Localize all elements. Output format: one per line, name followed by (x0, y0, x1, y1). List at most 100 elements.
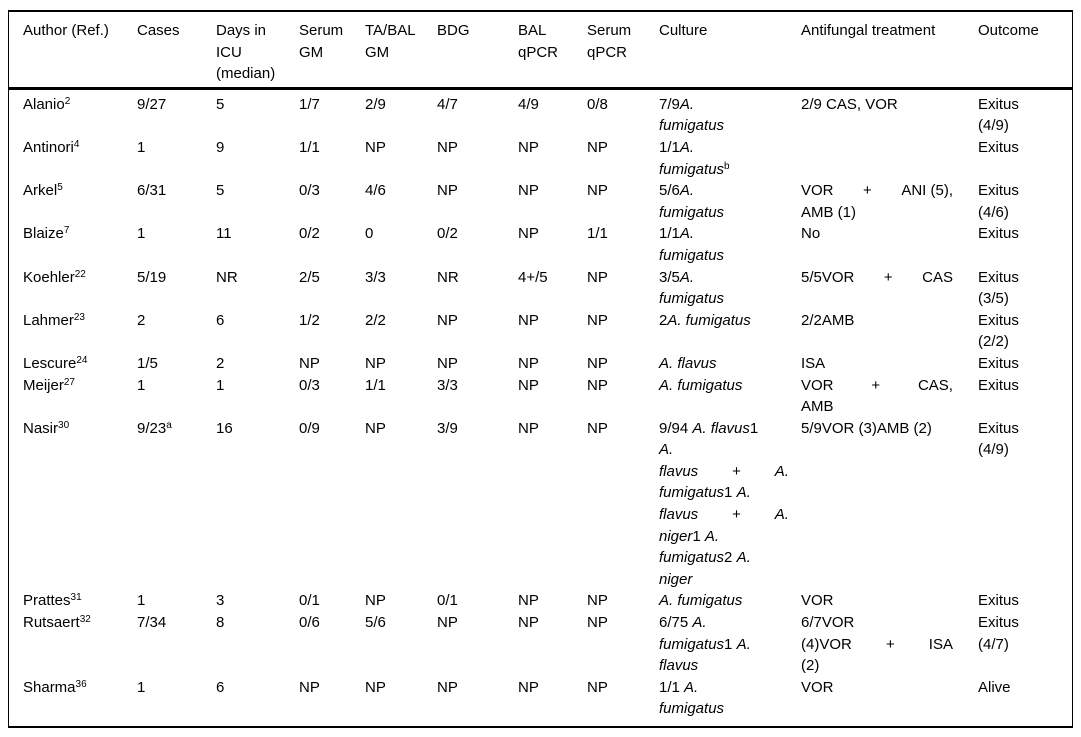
reference-superscript: 27 (63, 376, 75, 388)
cell-serum-qpcr: NP (587, 182, 608, 200)
word-group: + (863, 180, 872, 202)
cell-serum-qpcr: NP (587, 614, 608, 632)
outcome-line: Exitus (978, 311, 1019, 329)
cell-cases: 5/19 (137, 267, 216, 310)
cell-treatment: ISA (801, 353, 978, 375)
species-name: A. flavus (659, 354, 717, 372)
word-group: CAS (922, 267, 953, 289)
word-group: A. (775, 461, 789, 483)
table-row: Lescure24 1/5 2 NP NP NP NP NP A. flavus ISA Exitu… (9, 353, 1072, 375)
cell-treatment (801, 137, 978, 180)
cell-cases: 1 (137, 677, 216, 727)
column-header-label: GM (299, 43, 324, 61)
column-header-label: BAL (518, 22, 547, 39)
table-row: Nasir30 9/23a 16 0/9 NP 3/9 NP NP 9/94 A. flavus… (9, 418, 1072, 591)
cell-treatment: No (801, 223, 978, 266)
cell-author: Lescure24 (9, 353, 137, 375)
cell-cases: 1/5 (137, 353, 216, 375)
table-header: Author (Ref.) Cases Days in ICU (median) Seru… (9, 11, 1072, 90)
cell-serum-qpcr: NP (587, 678, 608, 696)
cell-author: Rutsaert32 (9, 612, 137, 677)
word-group: A. (659, 441, 673, 458)
cell-ta-bal-gm: NP (365, 354, 386, 372)
outcome-line: (2/2) (978, 333, 1009, 351)
outcome-line: Exitus (978, 354, 1019, 372)
text-segment: 9/94 (659, 419, 693, 437)
cell-line: A. flavus (659, 353, 791, 375)
species-name: fumigatus (659, 246, 725, 264)
word-group: AMB (1) (801, 204, 856, 221)
species-name: fumigatus (659, 160, 725, 178)
cell-days-icu: 2 (216, 354, 225, 372)
text-segment: ISA (928, 635, 953, 653)
cell-line: VOR (801, 590, 953, 612)
author-name: Antinori (23, 138, 74, 156)
cell-culture: 7/9A. fumigatus (659, 88, 801, 137)
text-segment: + (871, 376, 881, 394)
cell-serum-gm: 1/1 (299, 138, 320, 156)
cell-line: fumigatus1 A. (659, 482, 791, 504)
word-group: 1/1A. (659, 139, 694, 156)
text-segment: CAS, (917, 376, 953, 394)
cell-treatment: VOR + CAS, AMB (801, 375, 978, 418)
cell-serum-gm: 1/7 (299, 95, 320, 113)
cell-culture: A. fumigatus (659, 590, 801, 612)
cell-cases: 6/31 (137, 180, 216, 223)
cell-line: AMB (1) (801, 202, 953, 224)
cell-bdg: 3/9 (437, 419, 458, 437)
cell-ta-bal-gm: 0 (365, 225, 374, 243)
word-group: A. flavus (659, 355, 717, 372)
cell-line: flavus + A. (659, 504, 789, 526)
cell-culture: 3/5A. fumigatus (659, 267, 801, 310)
cell-serum-qpcr: NP (587, 592, 608, 610)
text-segment: VOR (801, 376, 834, 394)
cases-value: 7/34 (137, 614, 167, 632)
cell-bal-qpcr: NP (518, 354, 539, 372)
table-row: Sharma36 1 6 NP NP NP NP NP 1/1 A. fumigatus VOR Al… (9, 677, 1072, 727)
table-row: Lahmer23 2 6 1/2 2/2 NP NP NP 2A. fumigatus 2/2AM… (9, 310, 1072, 353)
cell-outcome: Exitus (2/2) (978, 310, 1072, 353)
text-segment: AMB (801, 398, 834, 416)
species-name: A. (679, 268, 695, 286)
column-header-label: qPCR (587, 43, 628, 61)
cell-line: niger1 A. (659, 526, 791, 548)
cell-serum-gm: 0/3 (299, 182, 320, 200)
cell-culture: 1/1 A. fumigatus (659, 677, 801, 727)
cell-line: fumigatus (659, 202, 791, 224)
cell-author: Meijer27 (9, 375, 137, 418)
text-segment: AMB (1) (801, 203, 857, 221)
outcome-line: Exitus (978, 268, 1019, 286)
word-group: fumigatus (659, 247, 724, 264)
cell-bdg: 0/2 (437, 225, 458, 243)
species-name: flavus (659, 657, 699, 675)
word-group: niger (659, 571, 692, 588)
column-header-bal_qpcr: BAL qPCR (518, 11, 587, 90)
author-name: Blaize (23, 225, 64, 243)
word-group: ANI (5), (901, 180, 953, 202)
cell-serum-gm: 0/1 (299, 592, 320, 610)
cell-bdg: NP (437, 182, 458, 200)
text-segment: CAS (922, 268, 953, 286)
reference-superscript: 31 (70, 592, 82, 604)
cell-author: Nasir30 (9, 418, 137, 591)
outcome-line: Exitus (978, 225, 1019, 243)
column-header-label: Serum (299, 22, 344, 39)
outcome-line: (3/5) (978, 290, 1009, 308)
cell-line: fumigatus (659, 115, 791, 137)
cell-treatment: VOR (801, 590, 978, 612)
cell-treatment: 5/5VOR + CAS (801, 267, 978, 310)
cell-treatment: 6/7VOR (4)VOR + ISA (2) (801, 612, 978, 677)
word-group: ISA (929, 634, 953, 656)
text-segment: 5/5VOR (801, 268, 855, 286)
cell-culture: 9/94 A. flavus1 A. flavus + A. fumigatus1 A. f… (659, 418, 801, 591)
cell-days-icu: 6 (216, 311, 225, 329)
species-name: A. (692, 614, 707, 632)
word-group: + (732, 504, 741, 526)
cell-ta-bal-gm: NP (365, 592, 386, 610)
column-header-treatment: Antifungal treatment (801, 11, 978, 90)
cell-serum-qpcr: 0/8 (587, 95, 608, 113)
cell-bal-qpcr: NP (518, 614, 539, 632)
cell-outcome: Exitus (4/9) (978, 418, 1072, 591)
cell-line: VOR (801, 677, 953, 699)
cell-bal-qpcr: NP (518, 592, 539, 610)
